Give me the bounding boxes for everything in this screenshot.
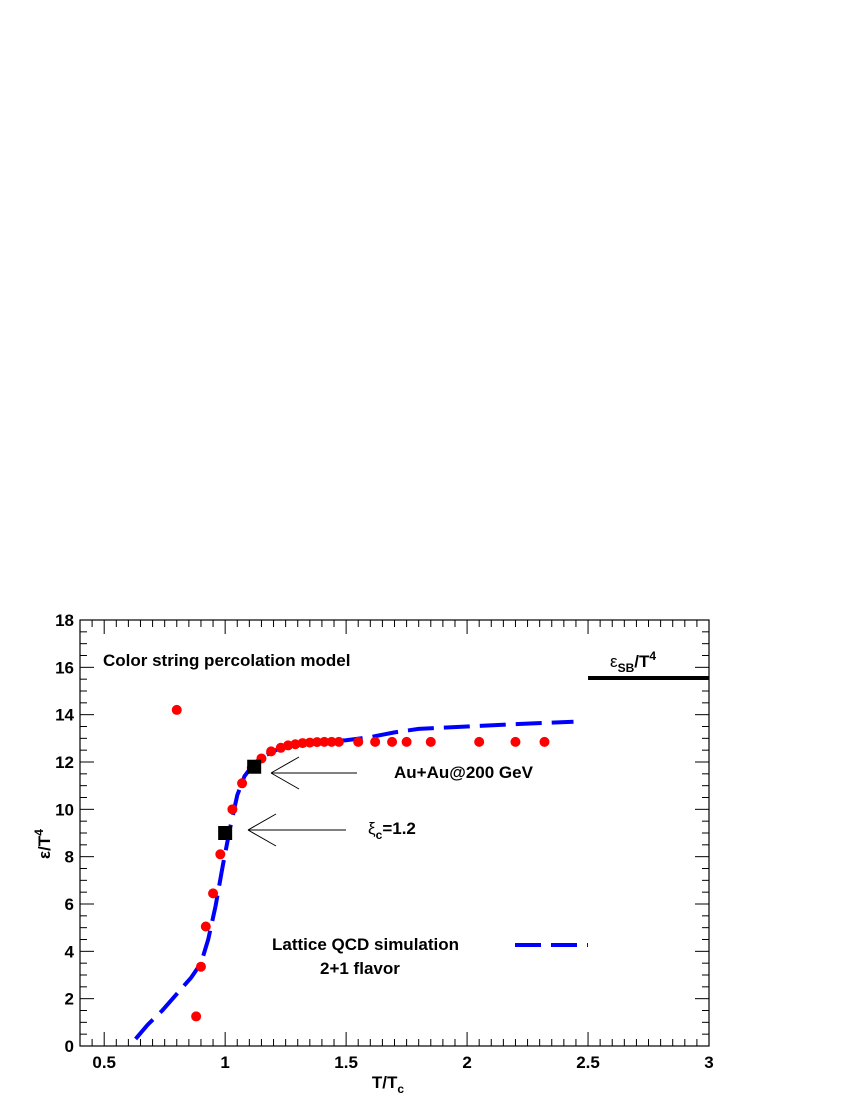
y-tick-label: 18 bbox=[55, 611, 74, 630]
x-tick-label: 1 bbox=[220, 1053, 229, 1072]
x-axis-title-main: T/T bbox=[372, 1073, 398, 1092]
percolation-point bbox=[333, 736, 344, 747]
percolation-point bbox=[191, 1011, 202, 1022]
au-au-arrow-head-upper bbox=[270, 756, 300, 774]
percolation-point bbox=[510, 736, 521, 747]
xi-c-arrow-head-lower bbox=[247, 829, 277, 847]
sb-eps: ε bbox=[610, 652, 618, 671]
y-tick-label: 0 bbox=[65, 1037, 74, 1056]
sb-tail: /T bbox=[634, 652, 650, 671]
percolation-point bbox=[387, 736, 398, 747]
y-axis-title-main: ε/T bbox=[35, 835, 54, 859]
y-axis-title-sup: 4 bbox=[32, 829, 46, 836]
x-tick-label: 1.5 bbox=[334, 1053, 358, 1072]
y-tick-label: 12 bbox=[55, 753, 74, 772]
plot-frame bbox=[79, 619, 710, 1047]
percolation-point bbox=[227, 804, 238, 815]
percolation-point bbox=[304, 737, 315, 748]
xi-sub: c bbox=[376, 828, 383, 842]
percolation-point bbox=[474, 736, 485, 747]
xi-c-annotation: ξc=1.2 bbox=[368, 819, 416, 842]
x-axis-title: T/Tc bbox=[372, 1073, 405, 1096]
y-tick-label: 2 bbox=[65, 990, 74, 1009]
lattice-legend-line1: Lattice QCD simulation bbox=[272, 935, 459, 954]
percolation-point bbox=[539, 736, 550, 747]
percolation-point bbox=[319, 736, 330, 747]
y-tick-label: 10 bbox=[55, 800, 74, 819]
arrows-layer bbox=[247, 756, 588, 947]
au-au-arrow-head-lower bbox=[270, 772, 300, 790]
x-tick-label: 2 bbox=[462, 1053, 471, 1072]
y-tick-label: 4 bbox=[65, 942, 75, 961]
percolation-point bbox=[297, 738, 308, 749]
sb-sub: SB bbox=[618, 661, 635, 675]
percolation-point bbox=[237, 778, 248, 789]
xi-symbol: ξ bbox=[368, 819, 376, 838]
xi-value: =1.2 bbox=[382, 819, 416, 838]
x-tick-label: 3 bbox=[704, 1053, 713, 1072]
percolation-point bbox=[266, 746, 277, 757]
marker-square bbox=[218, 826, 233, 840]
percolation-point bbox=[353, 736, 364, 747]
percolation-point bbox=[326, 736, 337, 747]
percolation-point bbox=[312, 737, 323, 748]
y-tick-label: 14 bbox=[55, 706, 74, 725]
model-title-annotation: Color string percolation model bbox=[103, 651, 350, 670]
y-tick-label: 6 bbox=[65, 895, 74, 914]
au-au-annotation: Au+Au@200 GeV bbox=[394, 763, 534, 782]
ticks-layer: 0.5 1 1.5 2 2.5 3 0 2 4 6 8 10 12 14 16 18 bbox=[55, 611, 714, 1072]
percolation-point bbox=[215, 849, 226, 860]
percolation-point bbox=[208, 888, 219, 899]
y-tick-label: 8 bbox=[65, 848, 74, 867]
y-axis-title: ε/T4 bbox=[32, 829, 54, 859]
marker-square bbox=[247, 759, 262, 774]
sb-sup: 4 bbox=[649, 649, 656, 663]
xi-c-arrow bbox=[247, 813, 346, 847]
x-tick-label: 2.5 bbox=[576, 1053, 600, 1072]
percolation-point bbox=[195, 961, 206, 972]
xi-c-arrow-head-upper bbox=[247, 813, 277, 831]
au-au-arrow bbox=[270, 756, 357, 790]
percolation-point bbox=[171, 704, 182, 715]
y-tick-label: 16 bbox=[55, 658, 74, 677]
lattice-legend-line2: 2+1 flavor bbox=[320, 959, 400, 978]
x-axis-title-sub: c bbox=[397, 1082, 404, 1096]
percolation-point bbox=[200, 921, 211, 932]
series-layer bbox=[134, 675, 709, 1041]
sb-limit-label: εSB/T4 bbox=[610, 649, 656, 675]
percolation-point bbox=[401, 736, 412, 747]
percolation-point bbox=[425, 736, 436, 747]
percolation-point bbox=[370, 736, 381, 747]
x-tick-label: 0.5 bbox=[92, 1053, 116, 1072]
